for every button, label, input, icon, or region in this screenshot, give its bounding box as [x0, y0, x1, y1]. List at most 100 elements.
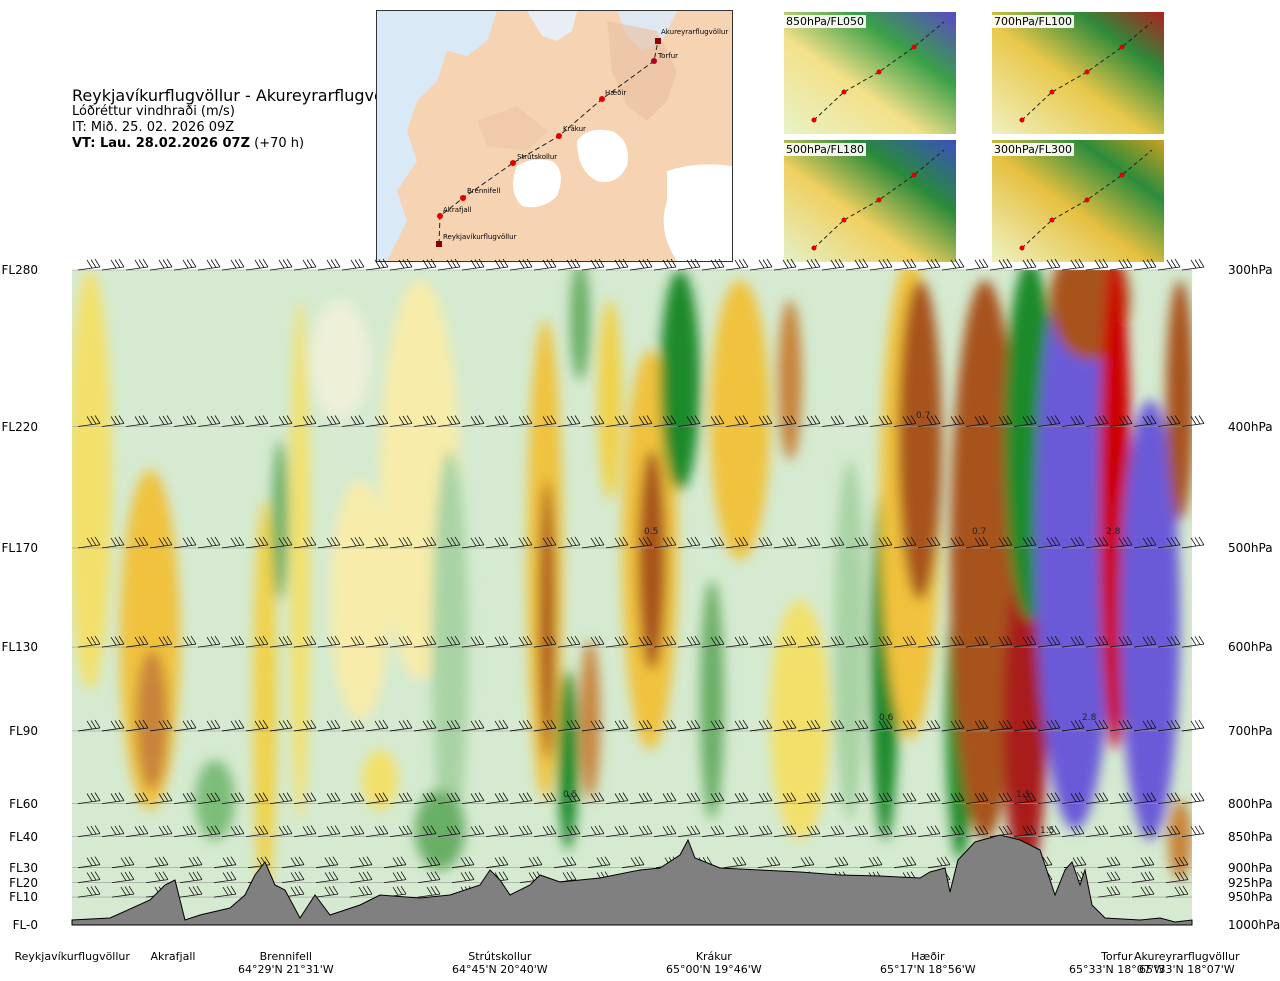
- wind-barb: [893, 825, 917, 837]
- level-map-300-svg: [992, 140, 1164, 262]
- wind-barb: [773, 792, 797, 804]
- wind-barb: [417, 885, 441, 898]
- hpa-tick-label: 850hPa: [1228, 829, 1273, 844]
- wind-barb: [533, 719, 557, 732]
- wind-barb: [749, 825, 773, 837]
- contour-label: 2.8: [1106, 527, 1121, 537]
- wind-barb: [917, 258, 941, 271]
- wind-barb: [749, 415, 773, 427]
- wind-barb: [461, 825, 485, 837]
- wind-barb: [941, 415, 965, 427]
- wind-barb: [485, 258, 509, 271]
- wind-barb: [917, 415, 941, 427]
- wind-barb: [605, 792, 629, 804]
- wind-barb: [797, 258, 821, 271]
- wind-barb: [621, 856, 645, 869]
- wind-barb: [197, 536, 221, 549]
- wind-barb: [797, 635, 821, 648]
- wind-barb: [245, 258, 269, 271]
- contour-label: 1.5: [1040, 826, 1054, 836]
- wind-barb: [293, 635, 317, 648]
- wind-barb: [417, 856, 441, 869]
- wind-barb: [365, 635, 389, 648]
- wind-barb: [461, 792, 485, 804]
- wind-barb: [197, 719, 221, 732]
- route-point-krakur: [556, 133, 562, 139]
- wind-barb: [653, 792, 677, 804]
- wind-barb: [605, 258, 629, 271]
- location-coord: 65°00'N 19°46'W: [666, 963, 762, 976]
- wind-barb: [281, 885, 305, 898]
- wind-barb: [317, 415, 341, 427]
- wind-barb: [509, 536, 533, 549]
- wind-barb: [245, 792, 269, 804]
- wind-barb: [293, 415, 317, 427]
- wind-barb: [145, 871, 169, 883]
- wind-barb: [869, 258, 893, 271]
- wind-barb: [701, 635, 725, 648]
- wind-barb: [1085, 719, 1109, 732]
- wind-barb: [653, 719, 677, 732]
- chart-title-block: Reykjavíkurflugvöllur - Akureyrarflugvöl…: [72, 88, 409, 152]
- wind-barb: [461, 719, 485, 732]
- wind-barb: [245, 825, 269, 837]
- wind-barb: [269, 258, 293, 271]
- wind-barb: [349, 871, 373, 883]
- contour-label: 0.5: [563, 790, 577, 800]
- wind-barb: [365, 719, 389, 732]
- wind-barb: [173, 792, 197, 804]
- wind-barb: [221, 792, 245, 804]
- wind-barb: [389, 792, 413, 804]
- wind-barb: [179, 856, 203, 869]
- wind-barb: [101, 635, 125, 648]
- wind-barb: [383, 885, 407, 898]
- fl-tick-label: FL90: [9, 723, 38, 738]
- wind-barb: [1157, 536, 1181, 549]
- fl-tick-label: FL30: [9, 860, 38, 875]
- location-coord: 64°29'N 21°31'W: [238, 963, 334, 976]
- wind-barb: [145, 856, 169, 869]
- wind-barb: [293, 536, 317, 549]
- wind-barb: [173, 825, 197, 837]
- wind-barb: [773, 719, 797, 732]
- wind-barb: [821, 258, 845, 271]
- wind-barb: [1037, 792, 1061, 804]
- wind-barb: [317, 825, 341, 837]
- wind-barb: [581, 825, 605, 837]
- wind-barb: [1037, 415, 1061, 427]
- wind-barb: [509, 825, 533, 837]
- route-point-akrafjall: [437, 213, 443, 219]
- wind-barb: [173, 635, 197, 648]
- location-label: Strútskollur 64°45'N 20°40'W: [452, 950, 548, 976]
- wind-barb: [125, 536, 149, 549]
- fl-tick-label: FL-0: [12, 918, 38, 932]
- wind-barb: [557, 415, 581, 427]
- hpa-tick-label: 700hPa: [1228, 723, 1273, 738]
- wind-barb: [149, 792, 173, 804]
- wind-barb: [1085, 635, 1109, 648]
- wind-barb: [1037, 258, 1061, 271]
- route-point-reykjavik: [436, 241, 442, 247]
- location-name: Brennifell: [259, 950, 312, 963]
- wind-barb: [1157, 635, 1181, 648]
- fl-tick-label: FL170: [1, 540, 39, 555]
- wind-barb: [1109, 415, 1133, 427]
- location-coord: 64°45'N 20°40'W: [452, 963, 548, 976]
- wind-barb: [221, 536, 245, 549]
- wind-barb: [149, 825, 173, 837]
- wind-barb: [1085, 792, 1109, 804]
- wind-barb: [451, 871, 475, 883]
- wind-barb: [125, 258, 149, 271]
- wind-barb: [293, 792, 317, 804]
- wind-barb: [365, 258, 389, 271]
- wind-barb: [77, 536, 101, 549]
- wind-barb: [605, 536, 629, 549]
- hpa-tick-label: 900hPa: [1228, 860, 1273, 875]
- wind-barb: [245, 719, 269, 732]
- wind-barb: [1133, 635, 1157, 648]
- wind-barb: [1037, 825, 1061, 837]
- fl-tick-label: FL40: [9, 829, 38, 844]
- wind-barb: [821, 792, 845, 804]
- wind-barb: [101, 536, 125, 549]
- wind-barb: [893, 536, 917, 549]
